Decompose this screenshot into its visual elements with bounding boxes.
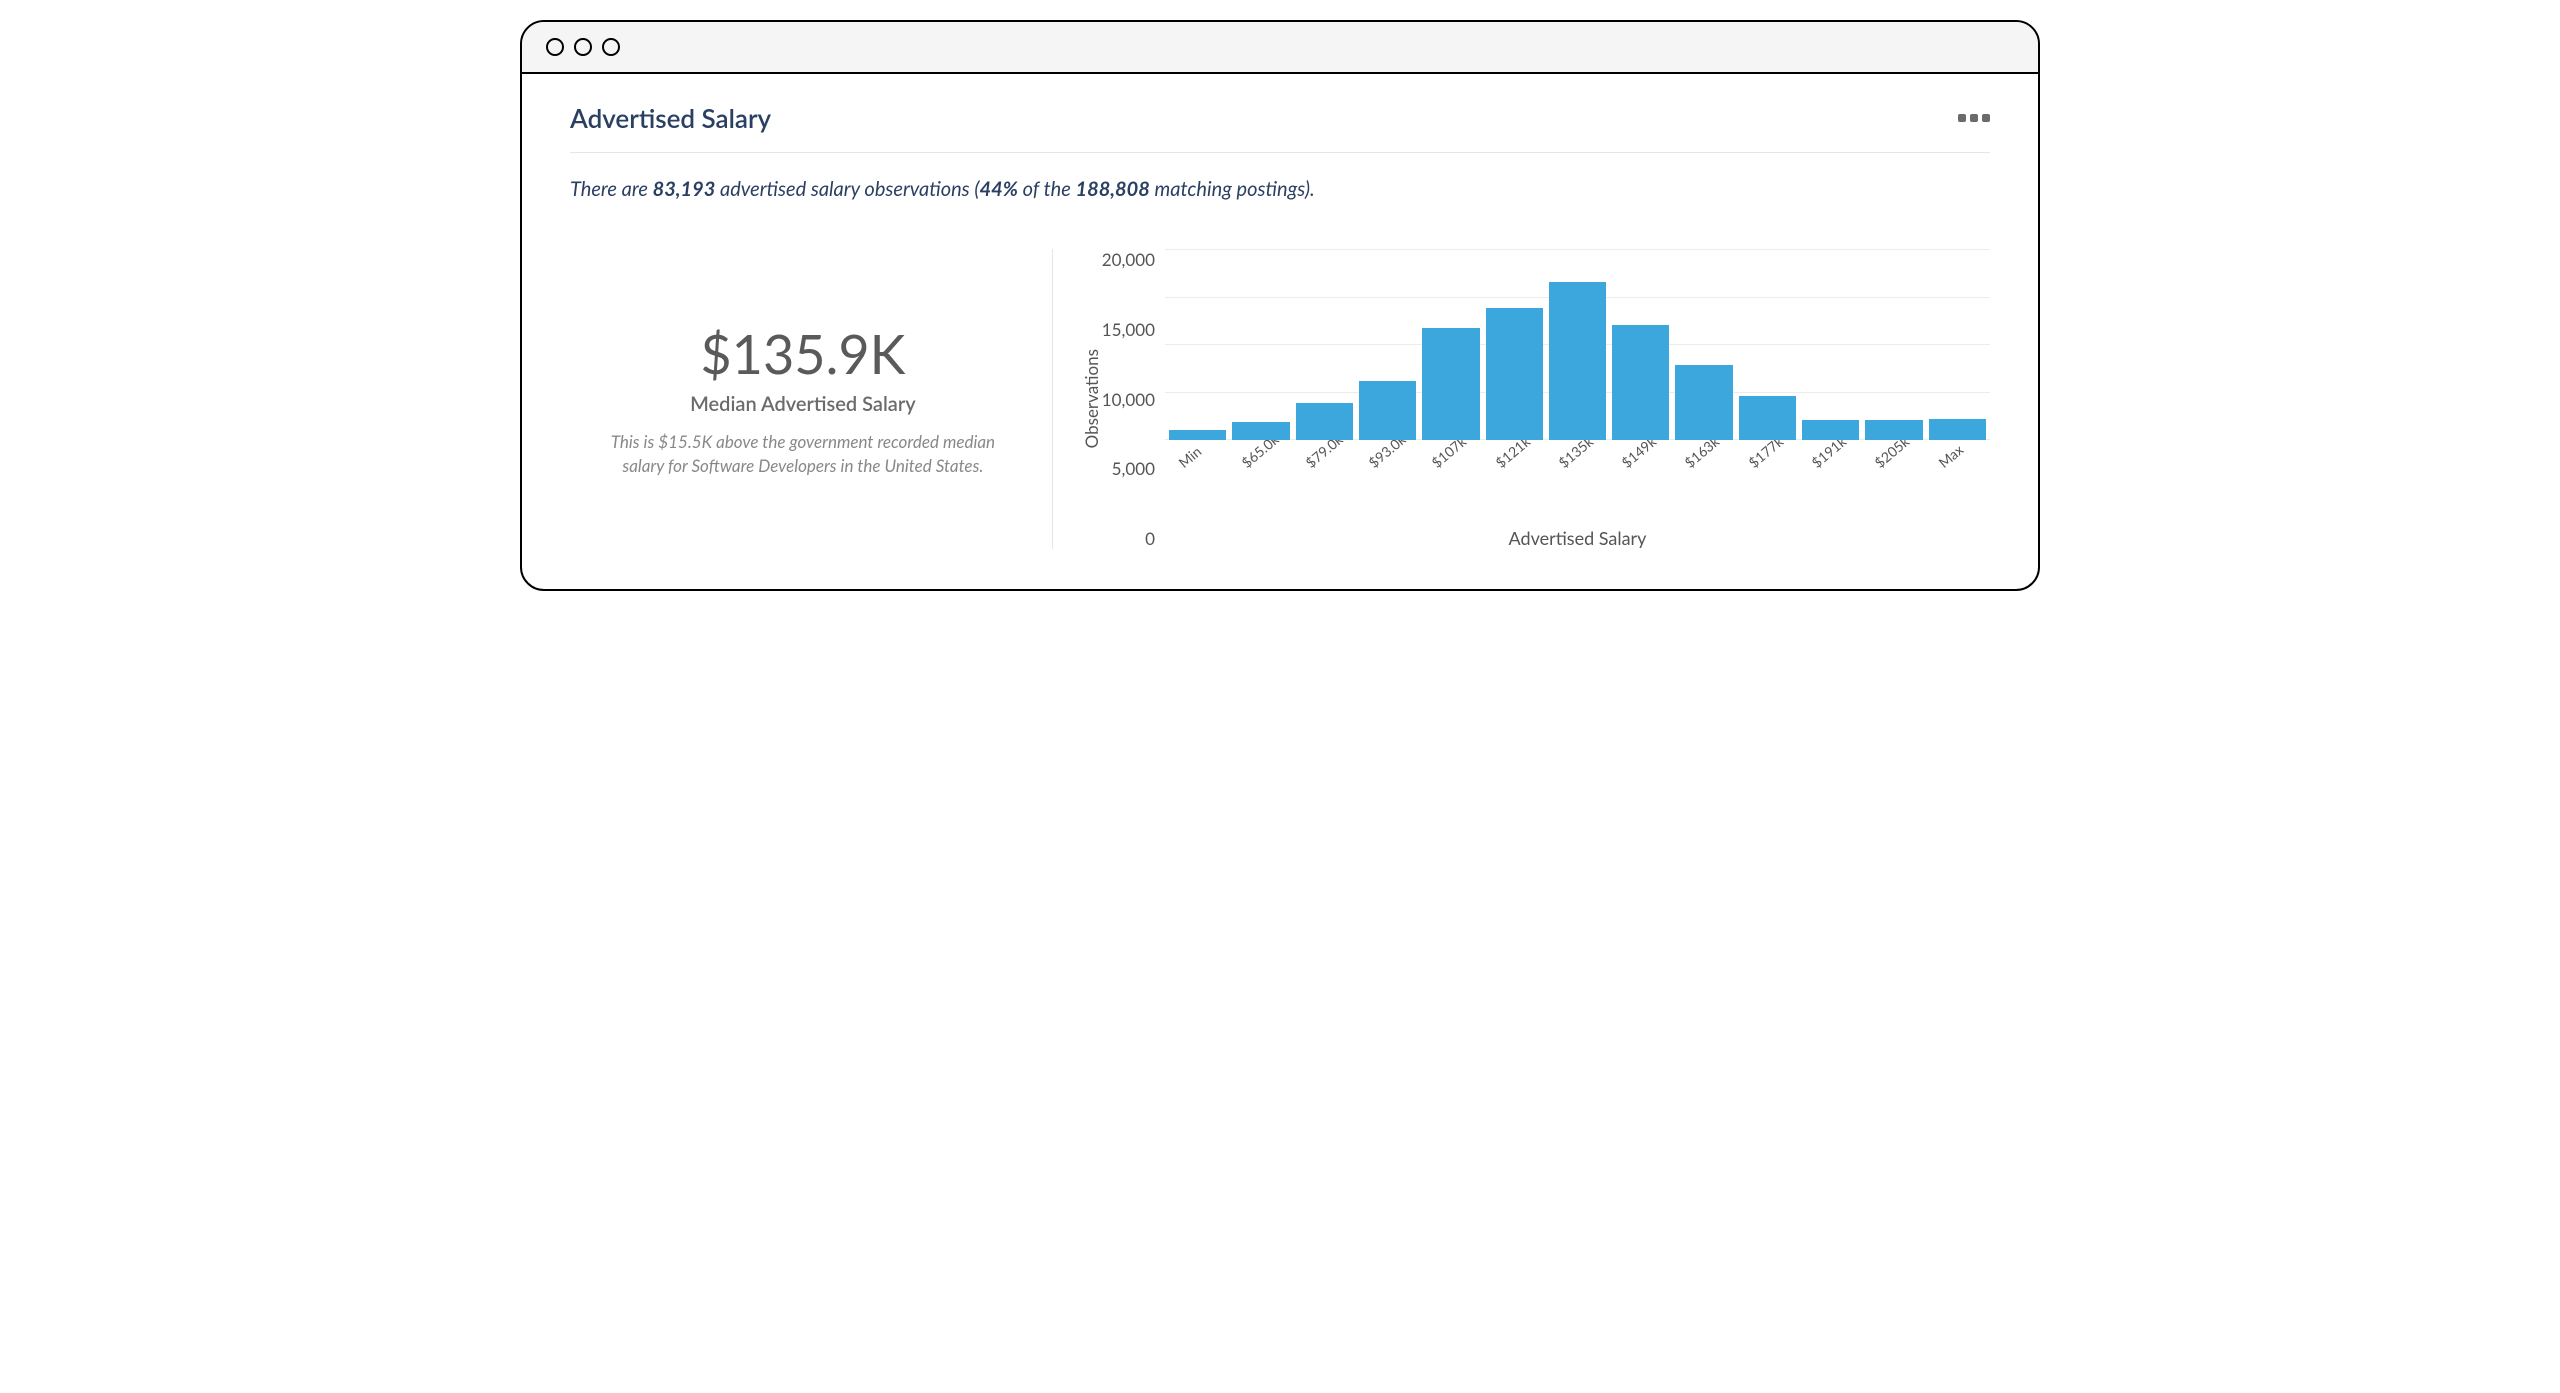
histogram-bar[interactable] [1232, 422, 1289, 440]
histogram-bar[interactable] [1422, 328, 1479, 440]
card-header: Advertised Salary [570, 102, 1990, 134]
x-axis-ticks: Min$65.0k$79.0k$93.0k$107k$121k$135k$149… [1165, 440, 1990, 463]
subtitle-mid1: advertised salary observations ( [715, 177, 979, 201]
chart-column: Observations 20,000 15,000 10,000 5,000 0 Mi… [1077, 249, 1990, 549]
histogram-bar[interactable] [1865, 420, 1922, 440]
stat-column: $135.9K Median Advertised Salary This is… [570, 249, 1053, 549]
chart-wrap: Observations 20,000 15,000 10,000 5,000 0 Mi… [1077, 249, 1990, 549]
subtitle-pct: 44% [980, 177, 1018, 201]
histogram-bar[interactable] [1549, 282, 1606, 440]
histogram-bar[interactable] [1675, 365, 1732, 440]
histogram-bar[interactable] [1359, 381, 1416, 440]
card-content: Advertised Salary There are 83,193 adver… [522, 74, 2038, 589]
window-control-maximize[interactable] [602, 38, 620, 56]
divider [570, 152, 1990, 153]
card-body: $135.9K Median Advertised Salary This is… [570, 249, 1990, 549]
histogram-bar[interactable] [1802, 420, 1859, 440]
histogram-bar[interactable] [1739, 396, 1796, 440]
subtitle-suffix: matching postings). [1150, 177, 1315, 201]
y-tick: 10,000 [1102, 389, 1155, 410]
histogram-plot [1165, 249, 1990, 440]
y-axis-ticks: 20,000 15,000 10,000 5,000 0 [1102, 249, 1165, 549]
histogram-bar[interactable] [1612, 325, 1669, 440]
histogram-bar[interactable] [1929, 419, 1986, 440]
subtitle-prefix: There are [570, 177, 653, 201]
subtitle-obs-count: 83,193 [653, 177, 716, 201]
median-salary-value: $135.9K [700, 321, 905, 386]
y-tick: 5,000 [1102, 458, 1155, 479]
histogram-bar[interactable] [1296, 403, 1353, 440]
subtitle-mid2: of the [1018, 177, 1076, 201]
subtitle-total: 188,808 [1076, 177, 1150, 201]
card-subtitle: There are 83,193 advertised salary obser… [570, 177, 1990, 201]
y-axis-label: Observations [1077, 349, 1102, 448]
histogram-bar[interactable] [1169, 430, 1226, 441]
y-tick: 15,000 [1102, 319, 1155, 340]
y-tick: 0 [1102, 528, 1155, 549]
histogram-bar[interactable] [1486, 308, 1543, 440]
more-menu-icon[interactable] [1958, 114, 1990, 122]
window-titlebar [522, 22, 2038, 74]
window-control-close[interactable] [546, 38, 564, 56]
window-control-minimize[interactable] [574, 38, 592, 56]
x-axis-label: Advertised Salary [1165, 527, 1990, 549]
plot-area: Min$65.0k$79.0k$93.0k$107k$121k$135k$149… [1165, 249, 1990, 549]
card-title: Advertised Salary [570, 102, 771, 134]
median-salary-note: This is $15.5K above the government reco… [593, 430, 1013, 478]
browser-window: Advertised Salary There are 83,193 adver… [520, 20, 2040, 591]
median-salary-label: Median Advertised Salary [690, 392, 916, 416]
y-tick: 20,000 [1102, 249, 1155, 270]
